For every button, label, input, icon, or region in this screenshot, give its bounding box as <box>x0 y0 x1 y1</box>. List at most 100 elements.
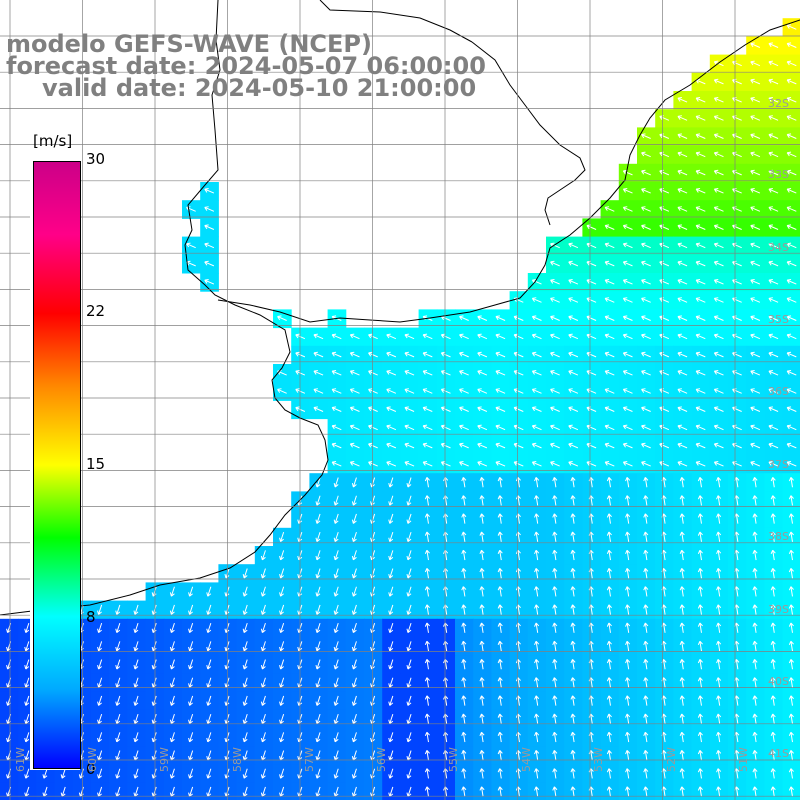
wind-arrow <box>479 677 485 688</box>
wind-arrow <box>206 732 212 743</box>
wind-arrow <box>679 731 685 743</box>
wind-arrow <box>333 513 339 524</box>
wind-arrow <box>550 297 560 303</box>
wind-arrow <box>770 549 776 561</box>
wind-arrow <box>24 732 30 743</box>
wind-arrow <box>424 731 430 743</box>
wind-arrow <box>534 659 540 670</box>
wind-arrow <box>622 224 633 230</box>
wind-arrow <box>440 369 451 376</box>
wind-arrow <box>622 187 633 194</box>
wind-arrow <box>659 333 670 340</box>
wind-arrow <box>552 568 558 579</box>
wind-arrow <box>133 750 139 761</box>
wind-arrow <box>459 351 469 358</box>
wind-arrow <box>679 750 685 761</box>
wind-arrow <box>659 260 670 267</box>
wind-arrow <box>659 115 670 121</box>
wind-arrow <box>497 513 503 524</box>
wind-arrow <box>622 424 633 431</box>
wind-arrow <box>659 224 670 230</box>
wind-arrow <box>570 659 576 670</box>
wind-arrow <box>386 424 397 431</box>
lat-label-40S: 40S <box>768 675 789 688</box>
wind-arrow <box>351 659 357 670</box>
wind-arrow <box>625 640 631 652</box>
wind-arrow <box>786 224 797 230</box>
wind-arrow <box>606 750 612 761</box>
wind-arrow <box>461 477 467 488</box>
wind-arrow <box>351 750 357 761</box>
wind-arrow <box>625 750 631 761</box>
lon-label-60W: 60W <box>86 747 99 772</box>
wind-arrow <box>24 659 30 670</box>
wind-arrow <box>313 351 324 358</box>
wind-arrow <box>641 424 651 431</box>
wind-arrow <box>697 586 703 597</box>
wind-arrow <box>497 604 503 615</box>
wind-arrow <box>643 604 649 615</box>
wind-arrow <box>370 513 376 524</box>
wind-arrow <box>97 677 103 688</box>
wind-arrow <box>641 260 651 267</box>
wind-arrow <box>495 315 506 321</box>
wind-arrow <box>786 460 797 467</box>
wind-arrow <box>388 622 394 634</box>
wind-arrow <box>497 640 503 652</box>
wind-arrow <box>750 242 761 249</box>
wind-arrow <box>713 442 724 449</box>
wind-arrow <box>534 731 540 743</box>
wind-arrow <box>643 677 649 688</box>
wind-arrow <box>568 333 579 340</box>
wind-arrow <box>440 333 451 340</box>
wind-arrow <box>534 477 540 488</box>
wind-arrow <box>97 604 103 615</box>
wind-arrow <box>479 622 485 633</box>
wind-arrow <box>606 513 612 524</box>
wind-arrow <box>368 442 378 449</box>
wind-arrow <box>115 695 121 706</box>
lat-label-32S: 32S <box>768 97 789 110</box>
wind-arrow <box>331 369 342 376</box>
wind-arrow <box>622 297 633 303</box>
wind-arrow <box>695 406 706 412</box>
wind-arrow <box>260 768 266 779</box>
wind-arrow <box>625 586 631 597</box>
wind-arrow <box>713 78 724 85</box>
wind-arrow <box>677 388 688 394</box>
wind-arrow <box>732 206 742 212</box>
wind-arrow <box>388 513 394 524</box>
wind-arrow <box>695 388 706 394</box>
wind-arrow <box>768 42 779 48</box>
wind-arrow <box>641 169 651 176</box>
wind-arrow <box>768 242 779 249</box>
wind-arrow <box>752 477 758 488</box>
wind-arrow <box>242 659 248 670</box>
wind-arrow <box>370 531 376 543</box>
wind-arrow <box>625 695 631 706</box>
wind-arrow <box>643 513 649 524</box>
wind-arrow <box>461 768 467 779</box>
wind-arrow <box>643 586 649 597</box>
wind-arrow <box>477 315 488 321</box>
wind-arrow <box>770 695 776 706</box>
wind-arrow <box>604 242 615 249</box>
wind-arrow <box>477 351 488 358</box>
lon-label-52W: 52W <box>665 747 678 772</box>
wind-arrow <box>495 460 506 467</box>
wind-arrow <box>732 60 742 67</box>
wind-arrow <box>497 549 503 561</box>
wind-arrow <box>677 297 688 303</box>
wind-arrow <box>786 169 797 176</box>
wind-arrow <box>479 477 485 488</box>
wind-arrow <box>641 388 651 394</box>
colorbar: [m/s] <box>30 132 81 770</box>
wind-arrow <box>552 786 558 797</box>
wind-arrow <box>622 351 633 358</box>
wind-arrow <box>695 333 706 340</box>
wind-arrow <box>659 278 670 285</box>
lon-label-56W: 56W <box>375 747 388 772</box>
wind-arrow <box>713 333 724 340</box>
wind-arrow <box>750 133 761 139</box>
wind-arrow <box>622 242 633 249</box>
